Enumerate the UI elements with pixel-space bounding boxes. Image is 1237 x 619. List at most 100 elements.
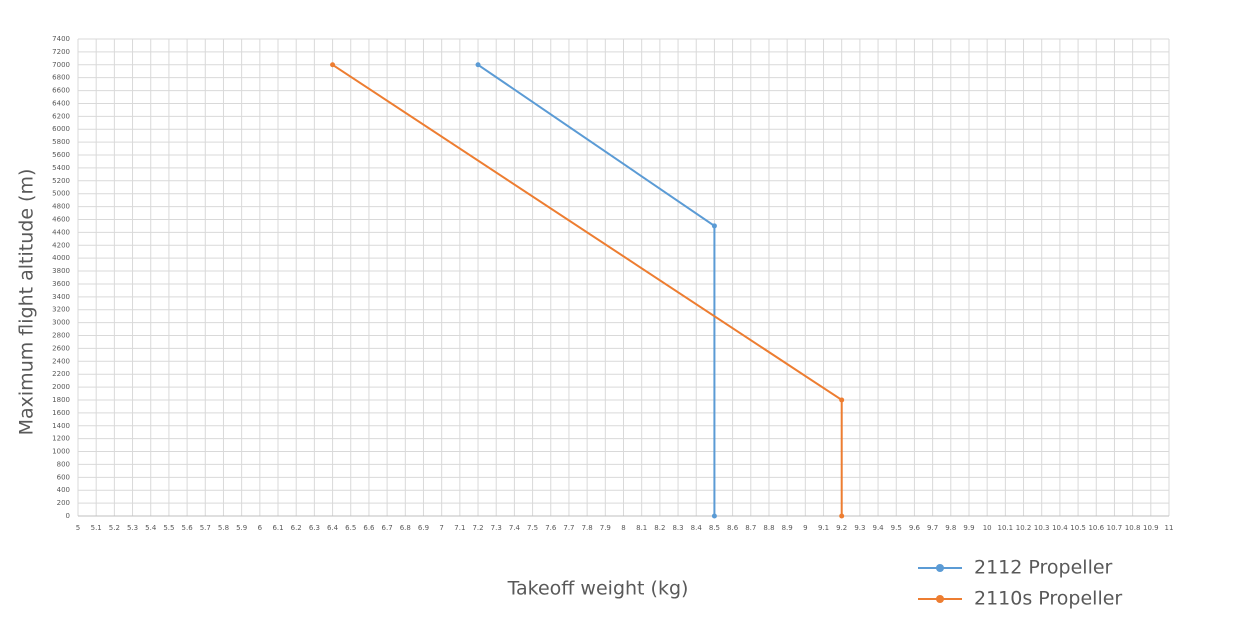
x-tick-label: 6.5 bbox=[345, 524, 356, 532]
y-tick-label: 3800 bbox=[52, 267, 70, 275]
data-point bbox=[839, 513, 845, 519]
y-tick-label: 7000 bbox=[52, 61, 70, 69]
x-tick-label: 7.3 bbox=[491, 524, 502, 532]
legend-marker bbox=[936, 595, 944, 603]
x-tick-label: 7.4 bbox=[509, 524, 521, 532]
y-tick-label: 1200 bbox=[52, 435, 70, 443]
y-tick-label: 1600 bbox=[52, 409, 70, 417]
x-tick-label: 6.3 bbox=[309, 524, 320, 532]
y-tick-label: 6400 bbox=[52, 99, 70, 107]
x-tick-label: 5.7 bbox=[200, 524, 211, 532]
y-tick-label: 1000 bbox=[52, 448, 70, 456]
y-tick-label: 200 bbox=[57, 499, 70, 507]
y-tick-label: 1400 bbox=[52, 422, 70, 430]
x-tick-label: 7.9 bbox=[600, 524, 611, 532]
x-tick-label: 8 bbox=[621, 524, 625, 532]
data-point bbox=[475, 62, 481, 68]
x-tick-label: 9.8 bbox=[945, 524, 956, 532]
x-tick-label: 7.8 bbox=[582, 524, 593, 532]
legend-marker bbox=[936, 564, 944, 572]
y-tick-label: 5800 bbox=[52, 138, 70, 146]
y-tick-label: 7400 bbox=[52, 35, 70, 43]
x-tick-label: 8.8 bbox=[763, 524, 774, 532]
x-tick-label: 7.7 bbox=[563, 524, 574, 532]
x-tick-label: 9.3 bbox=[854, 524, 865, 532]
y-axis-label: Maximum flight altitude (m) bbox=[16, 169, 38, 436]
y-tick-label: 2000 bbox=[52, 383, 70, 391]
y-tick-label: 4600 bbox=[52, 215, 70, 223]
x-tick-label: 9.6 bbox=[909, 524, 921, 532]
data-point bbox=[330, 62, 336, 68]
x-tick-label: 9.2 bbox=[836, 524, 847, 532]
x-tick-label: 10.6 bbox=[1088, 524, 1104, 532]
y-tick-label: 5000 bbox=[52, 190, 70, 198]
x-tick-label: 7.6 bbox=[545, 524, 557, 532]
y-tick-label: 6800 bbox=[52, 74, 70, 82]
x-tick-label: 5.3 bbox=[127, 524, 138, 532]
y-tick-label: 4800 bbox=[52, 203, 70, 211]
x-tick-label: 7.1 bbox=[454, 524, 465, 532]
y-tick-label: 4000 bbox=[52, 254, 70, 262]
x-tick-label: 8.1 bbox=[636, 524, 647, 532]
x-tick-label: 5.4 bbox=[145, 524, 157, 532]
x-tick-label: 10.8 bbox=[1125, 524, 1141, 532]
y-tick-label: 3200 bbox=[52, 306, 70, 314]
y-tick-label: 2200 bbox=[52, 370, 70, 378]
x-tick-label: 5.2 bbox=[109, 524, 120, 532]
x-tick-label: 9.1 bbox=[818, 524, 829, 532]
y-tick-label: 2600 bbox=[52, 344, 70, 352]
y-tick-label: 3600 bbox=[52, 280, 70, 288]
x-tick-label: 8.7 bbox=[745, 524, 756, 532]
x-tick-label: 8.4 bbox=[691, 524, 703, 532]
x-tick-label: 5.8 bbox=[218, 524, 229, 532]
x-tick-label: 9.4 bbox=[872, 524, 884, 532]
x-tick-label: 10 bbox=[983, 524, 992, 532]
y-tick-label: 6600 bbox=[52, 87, 70, 95]
y-tick-label: 3000 bbox=[52, 319, 70, 327]
y-tick-label: 1800 bbox=[52, 396, 70, 404]
y-tick-label: 600 bbox=[57, 473, 70, 481]
data-point bbox=[711, 223, 717, 229]
x-tick-label: 5 bbox=[76, 524, 80, 532]
x-tick-label: 10.7 bbox=[1107, 524, 1123, 532]
x-tick-label: 9 bbox=[803, 524, 807, 532]
y-tick-label: 5400 bbox=[52, 164, 70, 172]
y-tick-label: 3400 bbox=[52, 293, 70, 301]
x-tick-label: 6.4 bbox=[327, 524, 339, 532]
x-tick-label: 10.4 bbox=[1052, 524, 1068, 532]
x-tick-label: 7 bbox=[439, 524, 443, 532]
x-tick-label: 8.9 bbox=[782, 524, 793, 532]
y-tick-label: 5200 bbox=[52, 177, 70, 185]
y-tick-label: 0 bbox=[66, 512, 70, 520]
x-tick-label: 10.3 bbox=[1034, 524, 1050, 532]
x-tick-label: 5.6 bbox=[182, 524, 194, 532]
x-tick-label: 11 bbox=[1165, 524, 1174, 532]
y-tick-label: 6000 bbox=[52, 125, 70, 133]
x-tick-label: 6.8 bbox=[400, 524, 411, 532]
x-tick-label: 9.5 bbox=[891, 524, 902, 532]
data-point bbox=[839, 397, 845, 403]
x-tick-label: 6 bbox=[258, 524, 263, 532]
x-tick-label: 8.2 bbox=[654, 524, 665, 532]
y-tick-label: 6200 bbox=[52, 112, 70, 120]
x-tick-label: 10.1 bbox=[998, 524, 1014, 532]
y-tick-label: 400 bbox=[57, 486, 70, 494]
x-tick-label: 7.2 bbox=[472, 524, 483, 532]
x-tick-label: 9.7 bbox=[927, 524, 938, 532]
x-axis-label: Takeoff weight (kg) bbox=[507, 578, 689, 600]
x-tick-label: 6.6 bbox=[363, 524, 375, 532]
y-tick-label: 2400 bbox=[52, 357, 70, 365]
x-tick-label: 10.2 bbox=[1016, 524, 1032, 532]
y-tick-label: 4200 bbox=[52, 241, 70, 249]
x-tick-label: 10.5 bbox=[1070, 524, 1086, 532]
x-tick-label: 8.6 bbox=[727, 524, 739, 532]
legend-label: 2110s Propeller bbox=[974, 588, 1122, 610]
x-tick-label: 9.9 bbox=[963, 524, 974, 532]
y-tick-label: 4400 bbox=[52, 228, 70, 236]
series-line bbox=[477, 63, 716, 516]
data-point bbox=[711, 513, 717, 519]
legend-label: 2112 Propeller bbox=[974, 557, 1113, 579]
x-tick-label: 8.5 bbox=[709, 524, 720, 532]
x-tick-label: 8.3 bbox=[672, 524, 683, 532]
